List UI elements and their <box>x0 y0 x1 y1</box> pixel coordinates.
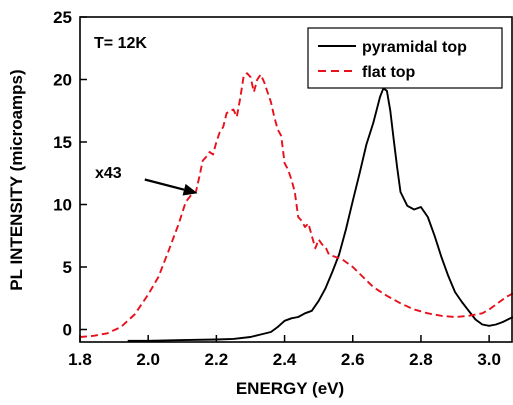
plot-frame <box>79 16 513 343</box>
legend-box <box>307 27 503 89</box>
plot-area <box>80 72 513 342</box>
y-axis-title: PL INTENSITY (microamps) <box>7 69 26 290</box>
annotation-x43: x43 <box>95 165 198 196</box>
x-tick-label: 2.6 <box>341 350 365 369</box>
y-tick-label: 20 <box>53 71 72 90</box>
x-tick-label: 2.0 <box>136 350 160 369</box>
y-tick-label: 5 <box>63 258 72 277</box>
legend-label-flat-top: flat top <box>362 64 416 81</box>
scale-factor-label: x43 <box>95 165 122 182</box>
x-tick-label: 3.0 <box>477 350 501 369</box>
y-tick-label: 25 <box>53 8 72 27</box>
y-axis: 0 5 10 15 20 25 <box>53 8 87 340</box>
y-tick-label: 15 <box>53 133 72 152</box>
series-line-pyramidal-top <box>127 87 513 342</box>
legend: pyramidal top flat top <box>307 27 503 89</box>
x-axis: 1.8 2.0 2.2 2.4 2.6 2.8 3.0 <box>68 335 501 369</box>
x-tick-label: 2.4 <box>273 350 297 369</box>
x-tick-label: 2.8 <box>409 350 433 369</box>
temperature-label: T= 12K <box>94 35 147 52</box>
arrow-head-icon <box>182 183 198 196</box>
series-line-flat-top <box>80 72 513 338</box>
x-axis-title: ENERGY (eV) <box>236 379 344 398</box>
scale-arrow-line <box>144 178 185 191</box>
y-tick-label: 0 <box>63 321 72 340</box>
legend-label-pyramidal-top: pyramidal top <box>362 39 467 56</box>
x-tick-label: 1.8 <box>68 350 92 369</box>
y-tick-label: 10 <box>53 196 72 215</box>
x-tick-label: 2.2 <box>205 350 229 369</box>
